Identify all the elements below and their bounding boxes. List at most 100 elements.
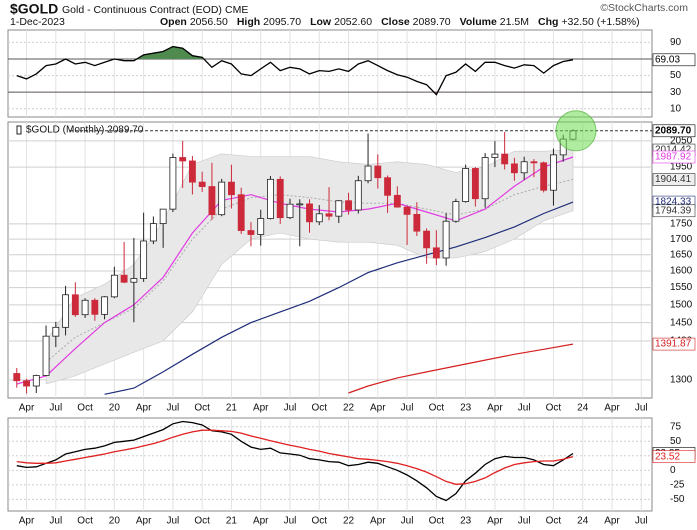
x-tick-label: Oct	[429, 516, 445, 527]
x-tick-label: Oct	[429, 403, 445, 414]
y-tick-label: 75	[670, 421, 682, 432]
value-tag: 1824.33	[655, 197, 692, 208]
candle-body	[501, 153, 509, 165]
x-tick-label: Jul	[284, 516, 297, 527]
y-tick-label: 90	[670, 37, 682, 48]
candle-body	[32, 375, 40, 387]
x-tick-label: 23	[460, 403, 472, 414]
x-tick-label: Apr	[604, 516, 620, 527]
x-tick-label: Jul	[284, 403, 297, 414]
candle-body	[374, 165, 382, 179]
candle-body	[325, 213, 333, 217]
x-tick-label: Apr	[487, 403, 503, 414]
y-tick-label: 1700	[670, 234, 693, 245]
y-tick-label: 1550	[670, 282, 693, 293]
candle-body	[140, 240, 148, 279]
stat-label: Volume	[460, 16, 497, 28]
candle-body	[413, 213, 421, 232]
x-tick-label: Jul	[401, 516, 414, 527]
candle-body	[364, 165, 372, 182]
candle-body	[540, 162, 548, 191]
candle-body	[159, 208, 167, 225]
panel: Apr Jul Oct 20 Apr Jul Oct 21 Apr Jul Oct 22 Apr Jul O…	[7, 110, 696, 414]
exchange: CME	[225, 4, 248, 16]
value-tag: 1794.39	[655, 205, 692, 216]
candle-body	[393, 194, 401, 208]
stat-label: Open	[160, 16, 187, 28]
candle-body	[384, 177, 391, 196]
stat-value: +32.50 (+1.58%)	[561, 16, 639, 28]
candle-body	[276, 178, 284, 219]
candle-body	[267, 178, 274, 219]
y-tick-label: 1600	[670, 266, 693, 277]
y-tick-label: 0	[670, 465, 676, 476]
stat-value: 2056.50	[190, 16, 228, 28]
candle-body	[52, 326, 60, 337]
candle-body	[306, 203, 313, 223]
candle-body	[130, 278, 138, 283]
date: 1-Dec-2023	[10, 16, 65, 28]
line	[16, 45, 574, 96]
candle-body	[149, 223, 157, 242]
y-tick-label: 10	[670, 103, 682, 114]
candle-body	[286, 203, 294, 219]
band-area	[45, 149, 574, 385]
x-tick-label: Jul	[167, 516, 180, 527]
candle-body	[423, 230, 431, 249]
value-tag-box	[652, 204, 696, 218]
y-tick-label: 2050	[670, 136, 693, 147]
stat-value: 2095.70	[263, 16, 301, 28]
x-tick-label: 22	[343, 516, 355, 527]
candle-body	[403, 206, 411, 215]
candle-body	[188, 160, 196, 183]
x-tick-label: Apr	[253, 516, 269, 527]
x-tick-label: Apr	[487, 516, 503, 527]
moving-average	[16, 156, 574, 385]
x-tick-label: Apr	[604, 403, 620, 414]
candle-body	[91, 299, 99, 315]
y-tick-label: 1300	[670, 375, 693, 386]
price-legend: $GOLD (Monthly) 2089.70	[26, 125, 144, 136]
value-tag-box	[652, 337, 696, 351]
credit: ©StockCharts.com	[600, 2, 688, 14]
value-tag-box	[652, 124, 696, 138]
x-tick-label: Jul	[49, 516, 62, 527]
y-tick-label: 30	[670, 87, 682, 98]
stat-value: 2052.60	[334, 16, 372, 28]
x-tick-label: Jul	[401, 403, 414, 414]
candle-body	[481, 157, 489, 200]
value-tag: 1987.92	[655, 152, 692, 163]
y-tick-label: 50	[670, 436, 682, 447]
moving-average	[348, 343, 574, 394]
x-tick-label: 20	[109, 516, 121, 527]
x-tick-label: 24	[577, 403, 589, 414]
candle-body	[462, 168, 470, 202]
x-tick-label: Oct	[77, 516, 93, 527]
y-tick-label: -25	[670, 479, 685, 490]
candle-body	[257, 218, 265, 235]
x-tick-label: Jul	[635, 516, 648, 527]
candle-body	[452, 201, 460, 222]
x-tick-label: Apr	[370, 516, 386, 527]
y-tick-label: 1950	[670, 162, 693, 173]
x-tick-label: Oct	[546, 516, 562, 527]
x-tick-label: Jul	[167, 403, 180, 414]
value-tag-box	[652, 173, 696, 186]
value-tag: 2089.70	[655, 125, 692, 136]
x-tick-label: Oct	[546, 403, 562, 414]
value-tag: 2014.42	[655, 145, 692, 156]
x-tick-label: Jul	[518, 403, 531, 414]
candle-body	[432, 247, 440, 259]
candle-body	[101, 296, 109, 315]
candle-body	[120, 274, 128, 283]
moving-average	[104, 201, 574, 395]
candle-body	[13, 373, 21, 382]
candle-body	[62, 294, 69, 328]
candle-body	[71, 294, 79, 316]
candle-body	[354, 180, 362, 211]
candle-body	[550, 154, 557, 191]
stat-value: 2089.70	[413, 16, 451, 28]
candle-body	[247, 230, 255, 235]
